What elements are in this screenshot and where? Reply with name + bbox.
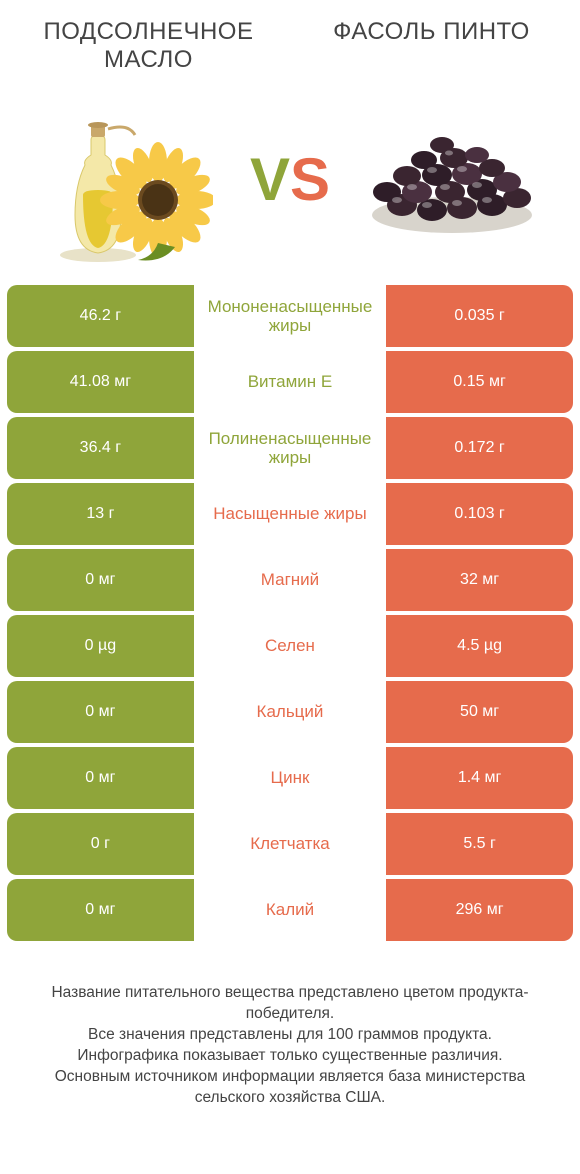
- nutrient-label: Калий: [194, 879, 386, 941]
- left-product-image: [28, 95, 227, 265]
- left-value: 0 мг: [7, 747, 194, 809]
- left-value: 13 г: [7, 483, 194, 545]
- table-row: 0 мгЦинк1.4 мг: [7, 747, 573, 809]
- vs-v: V: [250, 146, 290, 213]
- table-row: 13 гНасыщенные жиры0.103 г: [7, 483, 573, 545]
- right-value: 5.5 г: [386, 813, 573, 875]
- nutrient-label: Цинк: [194, 747, 386, 809]
- left-value: 0 г: [7, 813, 194, 875]
- left-value: 0 мг: [7, 879, 194, 941]
- right-value: 50 мг: [386, 681, 573, 743]
- left-value: 0 µg: [7, 615, 194, 677]
- nutrient-label: Селен: [194, 615, 386, 677]
- nutrient-label: Магний: [194, 549, 386, 611]
- header: Подсолнечное масло Фасоль пинто: [0, 0, 580, 85]
- nutrient-label: Витамин E: [194, 351, 386, 413]
- right-product-title: Фасоль пинто: [311, 18, 552, 73]
- footnote: Название питательного вещества представл…: [0, 945, 580, 1109]
- left-value: 0 мг: [7, 681, 194, 743]
- right-value: 1.4 мг: [386, 747, 573, 809]
- right-product-image: [353, 95, 552, 265]
- comparison-table: 46.2 гМононенасыщенные жиры0.035 г41.08 …: [7, 285, 573, 941]
- right-value: 0.103 г: [386, 483, 573, 545]
- left-value: 0 мг: [7, 549, 194, 611]
- left-value: 36.4 г: [7, 417, 194, 479]
- left-value: 41.08 мг: [7, 351, 194, 413]
- right-value: 32 мг: [386, 549, 573, 611]
- images-row: VS: [0, 85, 580, 285]
- nutrient-label: Насыщенные жиры: [194, 483, 386, 545]
- right-value: 0.15 мг: [386, 351, 573, 413]
- vs-s: S: [290, 146, 330, 213]
- right-value: 296 мг: [386, 879, 573, 941]
- nutrient-label: Клетчатка: [194, 813, 386, 875]
- table-row: 41.08 мгВитамин E0.15 мг: [7, 351, 573, 413]
- right-value: 4.5 µg: [386, 615, 573, 677]
- table-row: 36.4 гПолиненасыщенные жиры0.172 г: [7, 417, 573, 479]
- left-product-title: Подсолнечное масло: [28, 18, 269, 73]
- nutrient-label: Мононенасыщенные жиры: [194, 285, 386, 347]
- left-value: 46.2 г: [7, 285, 194, 347]
- table-row: 0 мгКалий296 мг: [7, 879, 573, 941]
- nutrient-label: Кальций: [194, 681, 386, 743]
- vs-label: VS: [250, 150, 330, 210]
- table-row: 0 мгМагний32 мг: [7, 549, 573, 611]
- table-row: 0 µgСелен4.5 µg: [7, 615, 573, 677]
- table-row: 46.2 гМононенасыщенные жиры0.035 г: [7, 285, 573, 347]
- nutrient-label: Полиненасыщенные жиры: [194, 417, 386, 479]
- right-value: 0.035 г: [386, 285, 573, 347]
- table-row: 0 гКлетчатка5.5 г: [7, 813, 573, 875]
- table-row: 0 мгКальций50 мг: [7, 681, 573, 743]
- right-value: 0.172 г: [386, 417, 573, 479]
